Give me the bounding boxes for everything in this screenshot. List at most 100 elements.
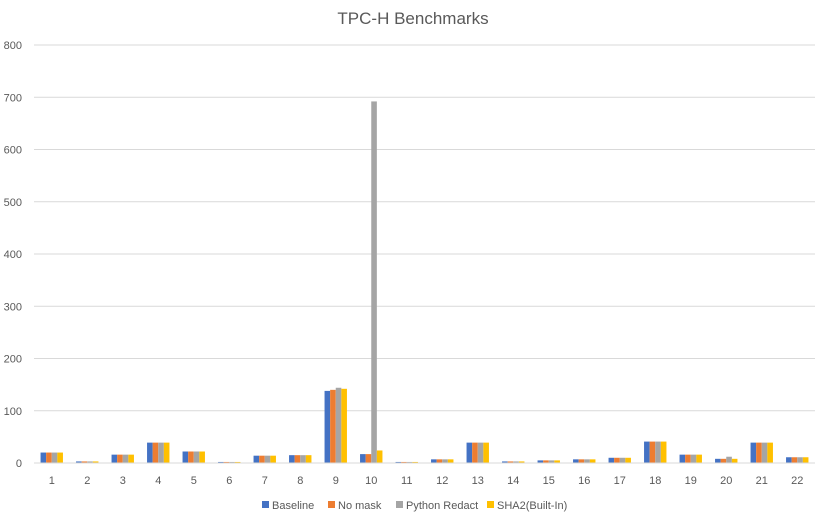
x-tick-label: 19: [685, 475, 697, 487]
y-tick-label: 400: [4, 249, 22, 261]
bar: [401, 461, 407, 463]
bar: [477, 442, 484, 463]
bar: [87, 461, 93, 463]
bar: [750, 442, 757, 463]
bar: [442, 459, 448, 463]
x-tick-label: 16: [578, 475, 590, 487]
x-tick-label: 6: [226, 475, 232, 487]
legend-swatch: [262, 501, 269, 508]
y-tick-label: 0: [16, 458, 22, 470]
bar: [117, 454, 123, 463]
x-tick-label: 12: [436, 475, 448, 487]
bar: [294, 455, 301, 463]
bar: [554, 460, 560, 463]
x-tick-label: 14: [507, 475, 519, 487]
bar: [199, 451, 205, 463]
bar: [791, 457, 798, 463]
bars: [40, 101, 809, 464]
bar: [365, 454, 372, 463]
bar: [649, 441, 656, 463]
bar: [573, 459, 579, 463]
bar: [81, 461, 88, 463]
legend-swatch: [396, 501, 403, 508]
bar: [578, 459, 585, 463]
bar: [685, 454, 691, 463]
bar: [335, 387, 342, 463]
x-tick-label: 22: [791, 475, 803, 487]
bar: [619, 457, 626, 463]
bar: [395, 461, 402, 463]
y-tick-label: 800: [4, 40, 22, 52]
bar: [655, 441, 661, 463]
y-tick-label: 600: [4, 145, 22, 157]
legend-label: Python Redact: [406, 500, 478, 512]
bar: [223, 461, 230, 463]
bar: [40, 452, 47, 463]
bar: [147, 442, 153, 463]
bar: [360, 454, 366, 463]
legend: Baseline No mask Python Redact SHA2(Built-I…: [262, 500, 567, 512]
legend-label: Baseline: [272, 500, 314, 512]
x-tick-label: 2: [84, 475, 90, 487]
bar: [802, 457, 809, 463]
bar: [614, 457, 620, 463]
bar: [466, 442, 473, 463]
x-tick-label: 4: [155, 475, 161, 487]
bar: [625, 457, 631, 463]
legend-label: SHA2(Built-In): [497, 500, 567, 512]
x-tick-label: 8: [297, 475, 303, 487]
bar: [731, 458, 738, 463]
bar: [324, 390, 331, 463]
bar: [436, 459, 443, 463]
bar: [341, 388, 347, 463]
x-tick-label: 7: [262, 475, 268, 487]
bar: [163, 442, 170, 463]
x-tick-label: 18: [649, 475, 661, 487]
bar: [518, 461, 525, 463]
bar: [182, 451, 189, 463]
bar: [259, 455, 265, 463]
x-tick-label: 11: [401, 475, 412, 487]
bar: [92, 461, 99, 463]
bar: [158, 442, 164, 463]
bar: [797, 457, 803, 463]
x-tick-label: 5: [191, 475, 197, 487]
y-tick-label: 300: [4, 301, 22, 313]
bar: [726, 456, 732, 463]
bar: [767, 442, 773, 463]
bar: [431, 459, 437, 463]
bar: [111, 454, 118, 463]
x-tick-label: 21: [756, 475, 768, 487]
y-axis-ticks: 0 100 200 300 400 500 600 700 800: [4, 40, 22, 470]
bar: [715, 458, 721, 463]
x-tick-label: 3: [120, 475, 126, 487]
bar: [188, 451, 194, 463]
gridlines: [34, 44, 815, 412]
bar: [543, 460, 549, 463]
bar: [507, 461, 514, 463]
bar: [76, 461, 82, 463]
bar: [483, 442, 489, 463]
bar: [513, 461, 519, 463]
bar: [412, 461, 418, 463]
bar: [761, 442, 768, 463]
y-tick-label: 700: [4, 92, 22, 104]
bar: [537, 460, 544, 463]
bar: [264, 455, 271, 463]
bar: [690, 454, 697, 463]
x-tick-label: 15: [543, 475, 555, 487]
x-tick-label: 20: [720, 475, 732, 487]
x-tick-label: 10: [365, 475, 377, 487]
bar: [305, 455, 312, 463]
chart-title: TPC-H Benchmarks: [337, 9, 488, 28]
bar: [253, 455, 260, 463]
bar: [229, 461, 235, 463]
bar: [218, 461, 224, 463]
x-axis-ticks: 1 2 3 4 5 6 7 8 9 10 11 12 13 14 15 16 17 18 19 20 21 22: [49, 475, 804, 487]
x-tick-label: 13: [472, 475, 484, 487]
bar: [152, 442, 159, 463]
bar: [660, 441, 667, 463]
bar: [330, 389, 336, 463]
bar: [376, 450, 383, 463]
bar: [51, 452, 58, 463]
